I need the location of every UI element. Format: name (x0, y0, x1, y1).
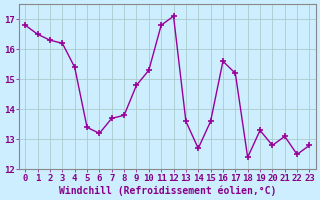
X-axis label: Windchill (Refroidissement éolien,°C): Windchill (Refroidissement éolien,°C) (59, 185, 276, 196)
